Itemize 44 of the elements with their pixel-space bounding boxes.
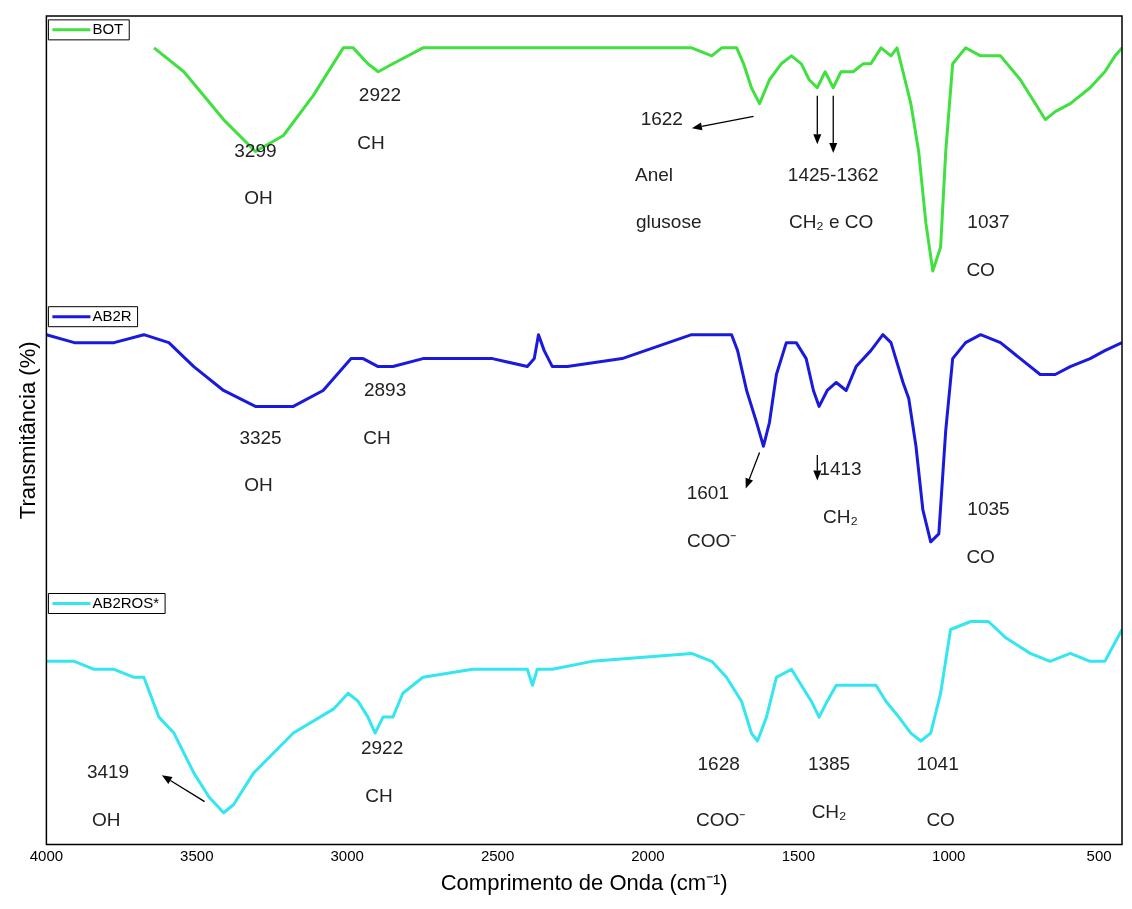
annotation: 2922 — [358, 83, 402, 105]
x-tick-label: 1500 — [781, 846, 816, 864]
annotation: OH — [244, 187, 273, 209]
legend-label: AB2ROS* — [92, 593, 160, 611]
annotation: CO — [966, 259, 995, 281]
annotation: 3419 — [86, 761, 130, 783]
annotation: CH₂ — [811, 800, 847, 822]
annotation: CO — [966, 546, 995, 568]
annotation: Anel — [634, 163, 673, 185]
x-tick-label: 2500 — [480, 846, 515, 864]
annotation: COO⁻ — [687, 530, 737, 552]
x-tick-label: 3000 — [330, 846, 364, 864]
annotation: OH — [244, 474, 273, 496]
annotation: glusose — [635, 211, 702, 233]
annotation: 1601 — [686, 482, 729, 504]
annotation: CH — [363, 426, 391, 448]
annotation: 3325 — [239, 426, 282, 448]
annotation: 1425-1362 — [787, 163, 879, 185]
x-tick-label: 4000 — [29, 846, 64, 864]
annotation: 1041 — [916, 753, 959, 775]
annotation: 3299 — [234, 139, 277, 161]
x-tick-label: 3500 — [180, 846, 214, 864]
annotation: 1413 — [819, 458, 862, 480]
annotation: OH — [92, 808, 121, 830]
annotation: CH — [357, 131, 385, 153]
annotation: 1035 — [967, 498, 1010, 520]
annotation: 1628 — [697, 753, 740, 775]
x-tick-label: 1000 — [932, 846, 966, 864]
annotation: 2893 — [363, 378, 407, 400]
x-tick-label: 2000 — [631, 846, 665, 864]
annotation: CH₂ — [823, 506, 858, 528]
legend-label: BOT — [92, 20, 124, 38]
legend-label: AB2R — [92, 306, 132, 324]
annotation: 1037 — [967, 211, 1010, 233]
x-tick-label: 500 — [1086, 846, 1112, 864]
annotation: CH — [365, 785, 393, 807]
annotation: 1385 — [807, 753, 851, 775]
annotation: 1622 — [640, 107, 683, 129]
annotation: 2922 — [360, 737, 404, 759]
annotation: CO — [926, 808, 955, 830]
x-axis-title: Comprimento de Onda (cm⁻¹) — [440, 869, 728, 895]
y-axis-title: Transmitância (%) — [15, 341, 41, 520]
annotation: COO⁻ — [696, 808, 746, 830]
annotation: CH₂ e CO — [788, 211, 874, 233]
